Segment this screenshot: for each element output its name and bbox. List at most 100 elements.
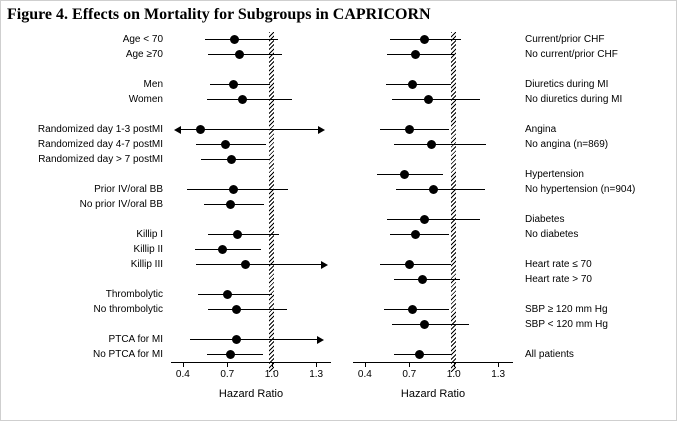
axis-tick xyxy=(227,363,229,367)
forest-row xyxy=(171,137,331,152)
point-estimate xyxy=(424,95,434,104)
subgroup-label: Current/prior CHF xyxy=(525,34,605,45)
forest-row xyxy=(171,47,331,62)
axis-tick-label: 0.7 xyxy=(220,369,235,380)
subgroup-label: Killip I xyxy=(136,229,163,240)
forest-row xyxy=(171,227,331,242)
subgroup-label: Prior IV/oral BB xyxy=(94,184,163,195)
reference-line xyxy=(269,32,275,372)
forest-row xyxy=(353,347,513,362)
axis-tick-label: 0.4 xyxy=(175,369,190,380)
subgroup-label: Diabetes xyxy=(525,214,565,225)
arrow-right-icon xyxy=(318,125,326,134)
point-estimate xyxy=(231,335,241,344)
point-estimate xyxy=(410,230,420,239)
point-estimate xyxy=(231,305,241,314)
point-estimate xyxy=(227,155,237,164)
point-estimate xyxy=(237,95,247,104)
point-estimate xyxy=(415,350,425,359)
ci-line xyxy=(209,84,271,85)
subgroup-label: Heart rate > 70 xyxy=(525,274,592,285)
point-estimate xyxy=(218,245,228,254)
ci-line xyxy=(206,99,293,100)
forest-row xyxy=(171,92,331,107)
axis-tick xyxy=(271,363,273,367)
forest-row xyxy=(171,182,331,197)
plot-column: 0.4 0.7 1.0 1.3 Hazard Ratio xyxy=(353,32,513,400)
subgroup-label: Heart rate ≤ 70 xyxy=(525,259,592,270)
plot-column: 0.4 0.7 1.0 1.3 Hazard Ratio xyxy=(171,32,331,400)
ci-line xyxy=(190,339,318,340)
axis-tick-label: 0.7 xyxy=(402,369,417,380)
forest-row xyxy=(171,302,331,317)
forest-row xyxy=(353,317,513,332)
subgroup-label: No current/prior CHF xyxy=(525,49,618,60)
forest-row xyxy=(353,77,513,92)
figure-title: Figure 4. Effects on Mortality for Subgr… xyxy=(7,6,431,23)
point-estimate xyxy=(234,50,244,59)
point-estimate xyxy=(196,125,206,134)
forest-row xyxy=(171,242,331,257)
forest-row xyxy=(171,77,331,92)
ci-line xyxy=(208,234,280,235)
ci-line xyxy=(387,54,454,55)
point-estimate xyxy=(404,125,414,134)
forest-row xyxy=(353,272,513,287)
forest-row xyxy=(171,332,331,347)
forest-row xyxy=(353,212,513,227)
point-estimate xyxy=(427,140,437,149)
forest-row xyxy=(171,197,331,212)
subgroup-labels: Age < 70 Age ≥70 Men Women Randomized day 1-… xyxy=(5,32,171,362)
plot-area xyxy=(353,32,513,372)
ci-line xyxy=(395,189,485,190)
point-estimate xyxy=(419,215,429,224)
forest-panel: 0.4 0.7 1.0 1.3 Hazard Ratio Current/prior CH… xyxy=(353,32,663,400)
forest-row xyxy=(171,32,331,47)
point-estimate xyxy=(222,290,232,299)
x-axis: 0.4 0.7 1.0 1.3 xyxy=(353,362,513,385)
subgroup-label: Thrombolytic xyxy=(105,289,163,300)
axis-tick-label: 0.4 xyxy=(357,369,372,380)
ci-line xyxy=(208,54,283,55)
forest-row xyxy=(171,287,331,302)
subgroup-label: Age ≥70 xyxy=(125,49,163,60)
arrow-right-icon xyxy=(316,335,324,344)
point-estimate xyxy=(407,80,417,89)
subgroup-label: Killip II xyxy=(133,244,163,255)
subgroup-label: Randomized day 1-3 postMI xyxy=(37,124,163,135)
subgroup-label: Killip III xyxy=(130,259,163,270)
arrow-left-icon xyxy=(173,125,181,134)
point-estimate xyxy=(404,260,414,269)
subgroup-label: Women xyxy=(128,94,163,105)
subgroup-label: PTCA for MI xyxy=(108,334,163,345)
forest-row xyxy=(171,347,331,362)
point-estimate xyxy=(419,35,429,44)
forest-row xyxy=(353,227,513,242)
subgroup-label: All patients xyxy=(525,349,574,360)
subgroup-label: Angina xyxy=(525,124,557,135)
subgroup-label: Diuretics during MI xyxy=(525,79,609,90)
point-estimate xyxy=(230,35,240,44)
point-estimate xyxy=(225,350,235,359)
ci-line xyxy=(391,99,481,100)
ci-line xyxy=(179,129,320,130)
forest-row xyxy=(353,47,513,62)
axis-tick xyxy=(316,363,318,367)
ci-line xyxy=(194,249,262,250)
axis-tick xyxy=(498,363,500,367)
axis-tick-label: 1.3 xyxy=(309,369,324,380)
ci-line xyxy=(205,39,278,40)
ci-line xyxy=(379,264,451,265)
subgroup-label: Randomized day 4-7 postMI xyxy=(37,139,163,150)
point-estimate xyxy=(228,80,238,89)
point-estimate xyxy=(418,275,428,284)
subgroup-label: Randomized day > 7 postMI xyxy=(38,154,163,165)
ci-line xyxy=(385,84,451,85)
forest-row xyxy=(171,152,331,167)
point-estimate xyxy=(225,200,235,209)
forest-row xyxy=(353,257,513,272)
point-estimate xyxy=(400,170,410,179)
forest-row xyxy=(353,32,513,47)
subgroup-label: No hypertension (n=904) xyxy=(525,184,636,195)
